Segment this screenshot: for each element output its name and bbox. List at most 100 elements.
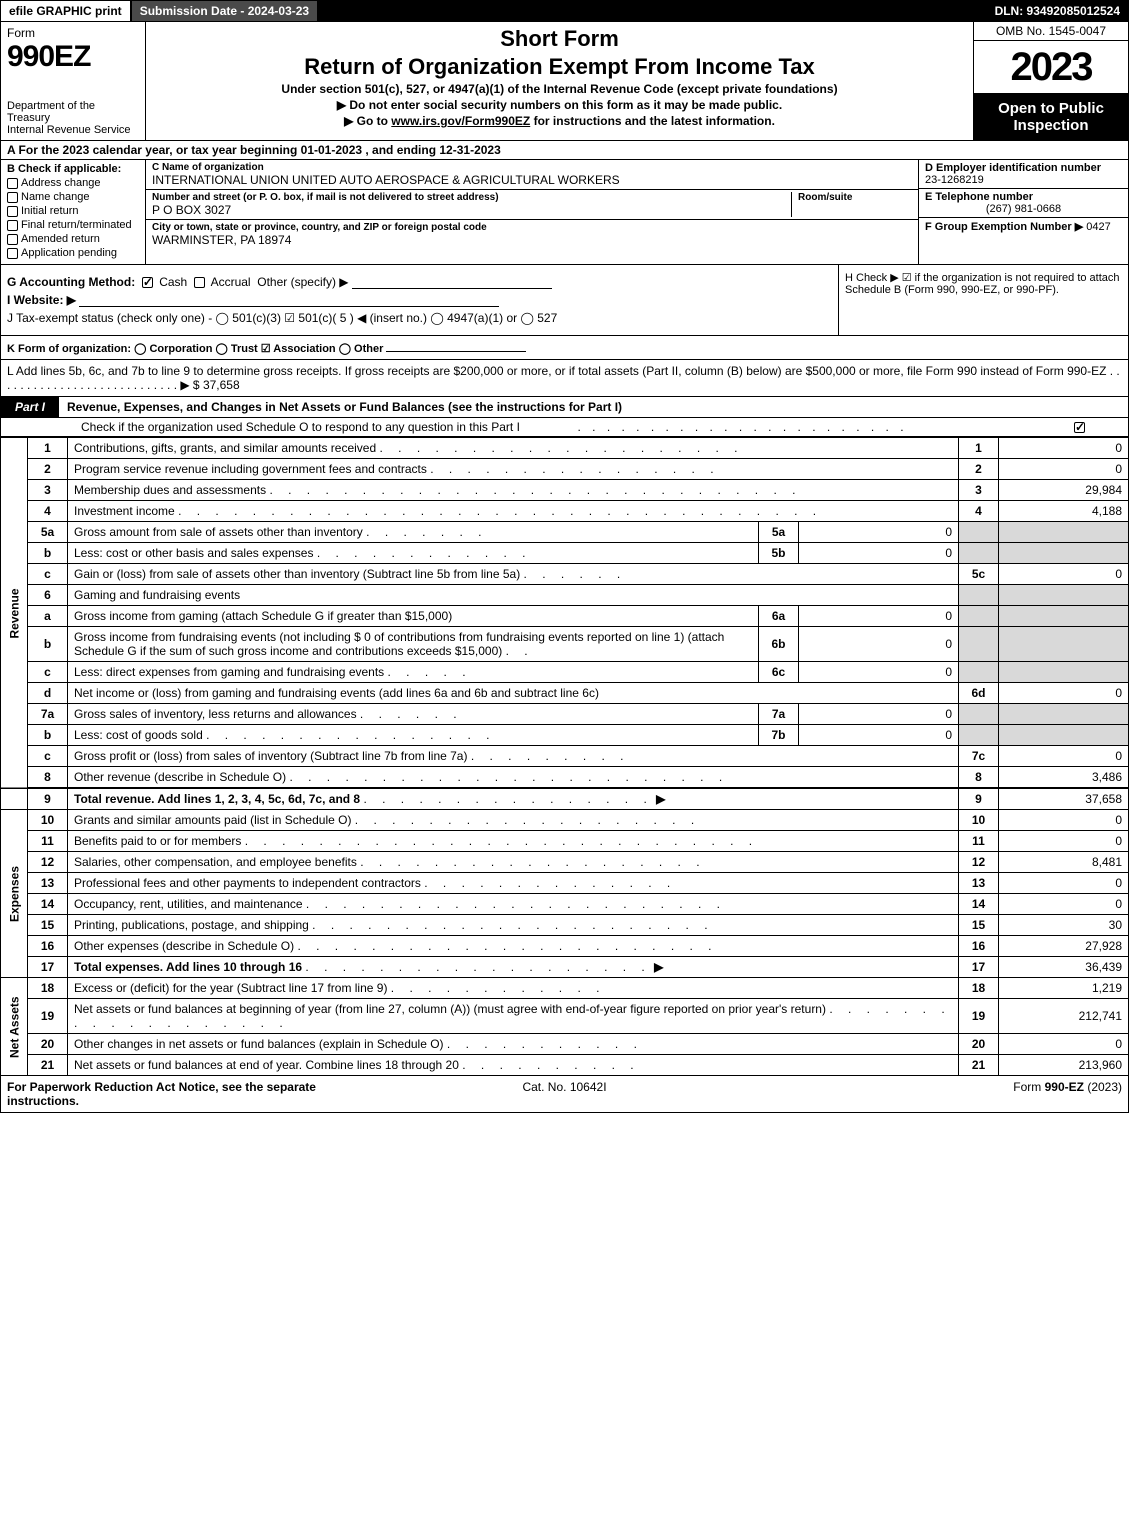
l9-num: 9: [28, 788, 68, 810]
l16-num: 16: [28, 936, 68, 957]
l-text: L Add lines 5b, 6c, and 7b to line 9 to …: [7, 364, 1120, 392]
website-blank[interactable]: [79, 293, 499, 307]
chk-address-change[interactable]: Address change: [7, 177, 139, 189]
ein-row: D Employer identification number 23-1268…: [919, 160, 1128, 189]
line-5b-row: b Less: cost or other basis and sales ex…: [1, 543, 1129, 564]
l1-desc: Contributions, gifts, grants, and simila…: [68, 438, 959, 459]
link-post: for instructions and the latest informat…: [530, 114, 775, 128]
efile-label: efile GRAPHIC print: [1, 1, 132, 21]
cash-label: Cash: [159, 275, 187, 289]
group-exemption-row: F Group Exemption Number ▶ 0427: [919, 218, 1128, 264]
l13-val: 0: [999, 873, 1129, 894]
irs-link[interactable]: www.irs.gov/Form990EZ: [391, 114, 530, 128]
open-to-public: Open to Public Inspection: [974, 94, 1128, 140]
l6d-num: d: [28, 683, 68, 704]
l4-desc: Investment income . . . . . . . . . . . …: [68, 501, 959, 522]
l8-ref: 8: [959, 767, 999, 789]
l15-ref: 15: [959, 915, 999, 936]
l2-val: 0: [999, 459, 1129, 480]
l7a-num: 7a: [28, 704, 68, 725]
l19-val: 212,741: [999, 999, 1129, 1034]
ssn-warning: ▶ Do not enter social security numbers o…: [337, 98, 782, 112]
l13-desc: Professional fees and other payments to …: [68, 873, 959, 894]
l12-val: 8,481: [999, 852, 1129, 873]
org-addr-row: Number and street (or P. O. box, if mail…: [146, 190, 918, 220]
main-title: Return of Organization Exempt From Incom…: [304, 54, 815, 80]
l16-desc: Other expenses (describe in Schedule O) …: [68, 936, 959, 957]
l7b-val-grey: [999, 725, 1129, 746]
l18-num: 18: [28, 978, 68, 999]
l6b-ref-grey: [959, 627, 999, 662]
topbar-spacer: [319, 1, 986, 21]
line-10-row: Expenses 10 Grants and similar amounts p…: [1, 810, 1129, 831]
l7c-desc: Gross profit or (loss) from sales of inv…: [68, 746, 959, 767]
l13-num: 13: [28, 873, 68, 894]
line-2-row: 2 Program service revenue including gove…: [1, 459, 1129, 480]
l11-desc: Benefits paid to or for members . . . . …: [68, 831, 959, 852]
j-text: J Tax-exempt status (check only one) - ◯…: [7, 311, 557, 325]
line-18-row: Net Assets 18 Excess or (deficit) for th…: [1, 978, 1129, 999]
department-label: Department of the Treasury Internal Reve…: [7, 100, 139, 136]
l6d-ref: 6d: [959, 683, 999, 704]
chk-final-return[interactable]: Final return/terminated: [7, 219, 139, 231]
omb-number: OMB No. 1545-0047: [974, 22, 1128, 41]
line-13-row: 13 Professional fees and other payments …: [1, 873, 1129, 894]
l2-ref: 2: [959, 459, 999, 480]
chk-accrual[interactable]: [194, 277, 205, 288]
l5a-ref-grey: [959, 522, 999, 543]
l6d-desc: Net income or (loss) from gaming and fun…: [68, 683, 959, 704]
l7a-desc: Gross sales of inventory, less returns a…: [68, 704, 759, 725]
l6b-num: b: [28, 627, 68, 662]
chk-initial-return[interactable]: Initial return: [7, 205, 139, 217]
part-1-header: Part I Revenue, Expenses, and Changes in…: [0, 397, 1129, 418]
col-b-checkboxes: B Check if applicable: Address change Na…: [1, 160, 146, 264]
lines-table: Revenue 1 Contributions, gifts, grants, …: [0, 437, 1129, 1076]
l-value: 37,658: [203, 378, 240, 392]
chk-name-change[interactable]: Name change: [7, 191, 139, 203]
k-other-blank[interactable]: [386, 340, 526, 352]
l7a-subval: 0: [799, 704, 959, 725]
l12-num: 12: [28, 852, 68, 873]
part-1-sub-text: Check if the organization used Schedule …: [81, 420, 578, 434]
l13-ref: 13: [959, 873, 999, 894]
l6b-subval: 0: [799, 627, 959, 662]
dots: . . . . . . . . . . . . . . . . . . . . …: [578, 420, 1075, 434]
b-title: B Check if applicable:: [7, 163, 139, 175]
row-a-tax-year: A For the 2023 calendar year, or tax yea…: [0, 141, 1129, 160]
phone-label: E Telephone number: [925, 191, 1122, 203]
l21-val: 213,960: [999, 1055, 1129, 1076]
l5b-val-grey: [999, 543, 1129, 564]
row-l: L Add lines 5b, 6c, and 7b to line 9 to …: [0, 360, 1129, 397]
l21-ref: 21: [959, 1055, 999, 1076]
l6b-sub: 6b: [759, 627, 799, 662]
l5b-ref-grey: [959, 543, 999, 564]
l8-val: 3,486: [999, 767, 1129, 789]
sidelabel-revenue: Revenue: [1, 438, 28, 789]
l19-ref: 19: [959, 999, 999, 1034]
l9-side-blank: [1, 788, 28, 810]
l6-num: 6: [28, 585, 68, 606]
l1-ref: 1: [959, 438, 999, 459]
l15-val: 30: [999, 915, 1129, 936]
chk-cash[interactable]: [142, 277, 153, 288]
line-6b-row: b Gross income from fundraising events (…: [1, 627, 1129, 662]
org-name-label: C Name of organization: [152, 162, 912, 173]
l6c-subval: 0: [799, 662, 959, 683]
line-20-row: 20 Other changes in net assets or fund b…: [1, 1034, 1129, 1055]
l16-val: 27,928: [999, 936, 1129, 957]
i-label: I Website: ▶: [7, 293, 76, 307]
part-1-sub-check[interactable]: [1074, 420, 1088, 434]
l14-val: 0: [999, 894, 1129, 915]
l10-num: 10: [28, 810, 68, 831]
chk-amended-return[interactable]: Amended return: [7, 233, 139, 245]
l3-num: 3: [28, 480, 68, 501]
line-9-row: 9 Total revenue. Add lines 1, 2, 3, 4, 5…: [1, 788, 1129, 810]
group-exemption-label: F Group Exemption Number ▶: [925, 221, 1083, 233]
chk-application-pending[interactable]: Application pending: [7, 247, 139, 259]
l18-ref: 18: [959, 978, 999, 999]
addr-value: P O BOX 3027: [152, 203, 785, 217]
other-specify-blank[interactable]: [352, 275, 552, 289]
l18-val: 1,219: [999, 978, 1129, 999]
k-text: K Form of organization: ◯ Corporation ◯ …: [7, 343, 383, 355]
col-def: D Employer identification number 23-1268…: [918, 160, 1128, 264]
